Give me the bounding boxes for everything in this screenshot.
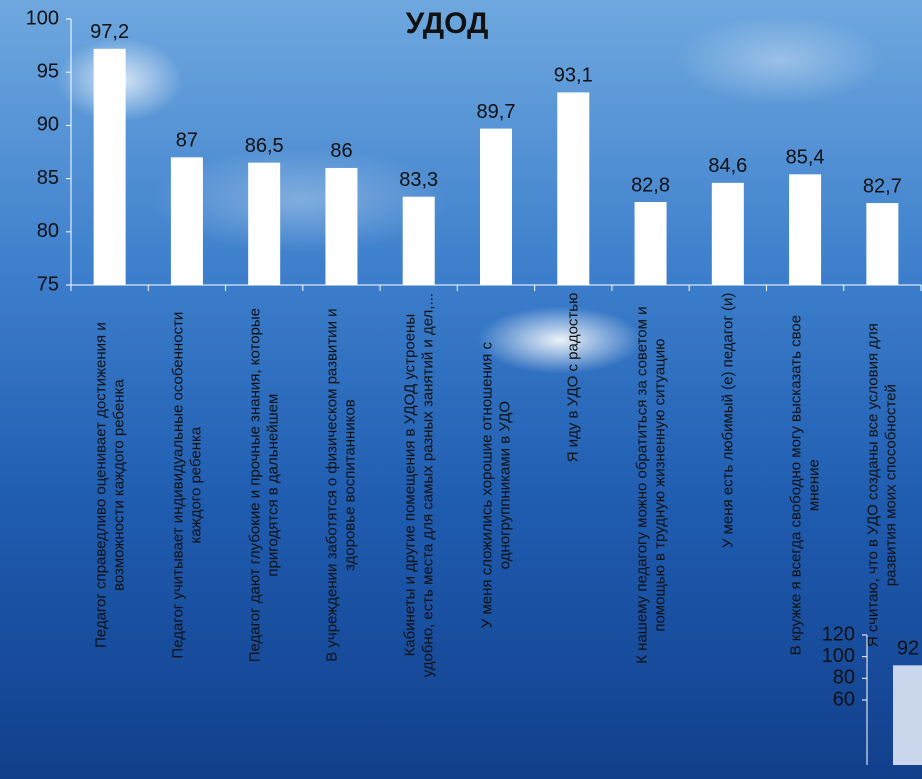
x-tick-label-box: Кабинеты и другие помещения в УДОД устро… (380, 293, 457, 777)
bar (325, 168, 357, 285)
bar (789, 174, 821, 285)
value-label: 87 (176, 130, 198, 152)
bar (403, 197, 435, 285)
x-tick-label-box: У меня сложились хорошие отношения с одн… (457, 293, 534, 777)
value-label: 85,4 (786, 147, 825, 169)
x-tick-label-box: У меня есть любимый (е) педагог (и) (689, 293, 766, 777)
value-label: 86,5 (245, 135, 284, 157)
value-label: 93,1 (554, 65, 593, 87)
x-tick-label-box: Педагог справедливо оценивает достижения… (71, 293, 148, 777)
x-tick-label: У меня сложились хорошие отношения с одн… (478, 293, 514, 678)
bar (557, 92, 589, 285)
y-tick-label: 90 (37, 114, 59, 136)
x-tick-label: Кабинеты и другие помещения в УДОД устро… (401, 293, 437, 678)
x-tick-label-box: К нашему педагогу можно обратиться за со… (612, 293, 689, 777)
value-label: 82,7 (863, 175, 902, 197)
y-tick-label: 95 (37, 60, 59, 82)
value-label: 89,7 (477, 101, 516, 123)
x-tick-label-box: В учреждении заботятся о физическом разв… (303, 293, 380, 777)
chart-title: УДОД (406, 7, 489, 40)
y-tick-label: 75 (37, 273, 59, 295)
x-tick-label: Я считаю, что в УДО созданы все условия … (864, 293, 900, 678)
value-label: 83,3 (399, 169, 438, 191)
bar (635, 202, 667, 285)
y-tick-label: 80 (37, 220, 59, 242)
value-label: 86 (330, 140, 352, 162)
page: УДОД 75 80 85 90 95 100 97,2 87 86,5 86 83,3 89,7 93… (0, 0, 922, 779)
x-tick-label: В кружке я всегда свободно могу высказат… (787, 293, 823, 678)
x-tick-label: В учреждении заботятся о физическом разв… (323, 293, 359, 678)
y-tick-label: 100 (26, 7, 59, 29)
x-tick-label: Педагог справедливо оценивает достижения… (92, 293, 128, 678)
bar (171, 157, 203, 285)
x-tick-label-box: Педагог дают глубокие и прочные знания, … (226, 293, 303, 777)
x-tick-label-box: Я иду в УДО с радостью (535, 293, 612, 777)
value-label: 84,6 (708, 155, 747, 177)
x-tick-label-box: Педагог учитывает индивидуальные особенн… (148, 293, 225, 777)
x-tick-label: К нашему педагогу можно обратиться за со… (633, 293, 669, 678)
x-tick-label: Я иду в УДО с радостью (564, 293, 582, 463)
bar (94, 49, 126, 285)
bar (712, 183, 744, 285)
x-tick-label: Педагог дают глубокие и прочные знания, … (246, 293, 282, 678)
value-label: 82,8 (631, 174, 670, 196)
y-tick-label: 85 (37, 167, 59, 189)
bar (480, 129, 512, 285)
x-tick-label-box: Я считаю, что в УДО созданы все условия … (844, 293, 921, 777)
x-tick-label: Педагог учитывает индивидуальные особенн… (169, 293, 205, 678)
value-label: 97,2 (90, 21, 129, 43)
bar (866, 203, 898, 285)
x-tick-label: У меня есть любимый (е) педагог (и) (719, 293, 737, 548)
bar (248, 163, 280, 285)
x-tick-label-box: В кружке я всегда свободно могу высказат… (766, 293, 843, 777)
